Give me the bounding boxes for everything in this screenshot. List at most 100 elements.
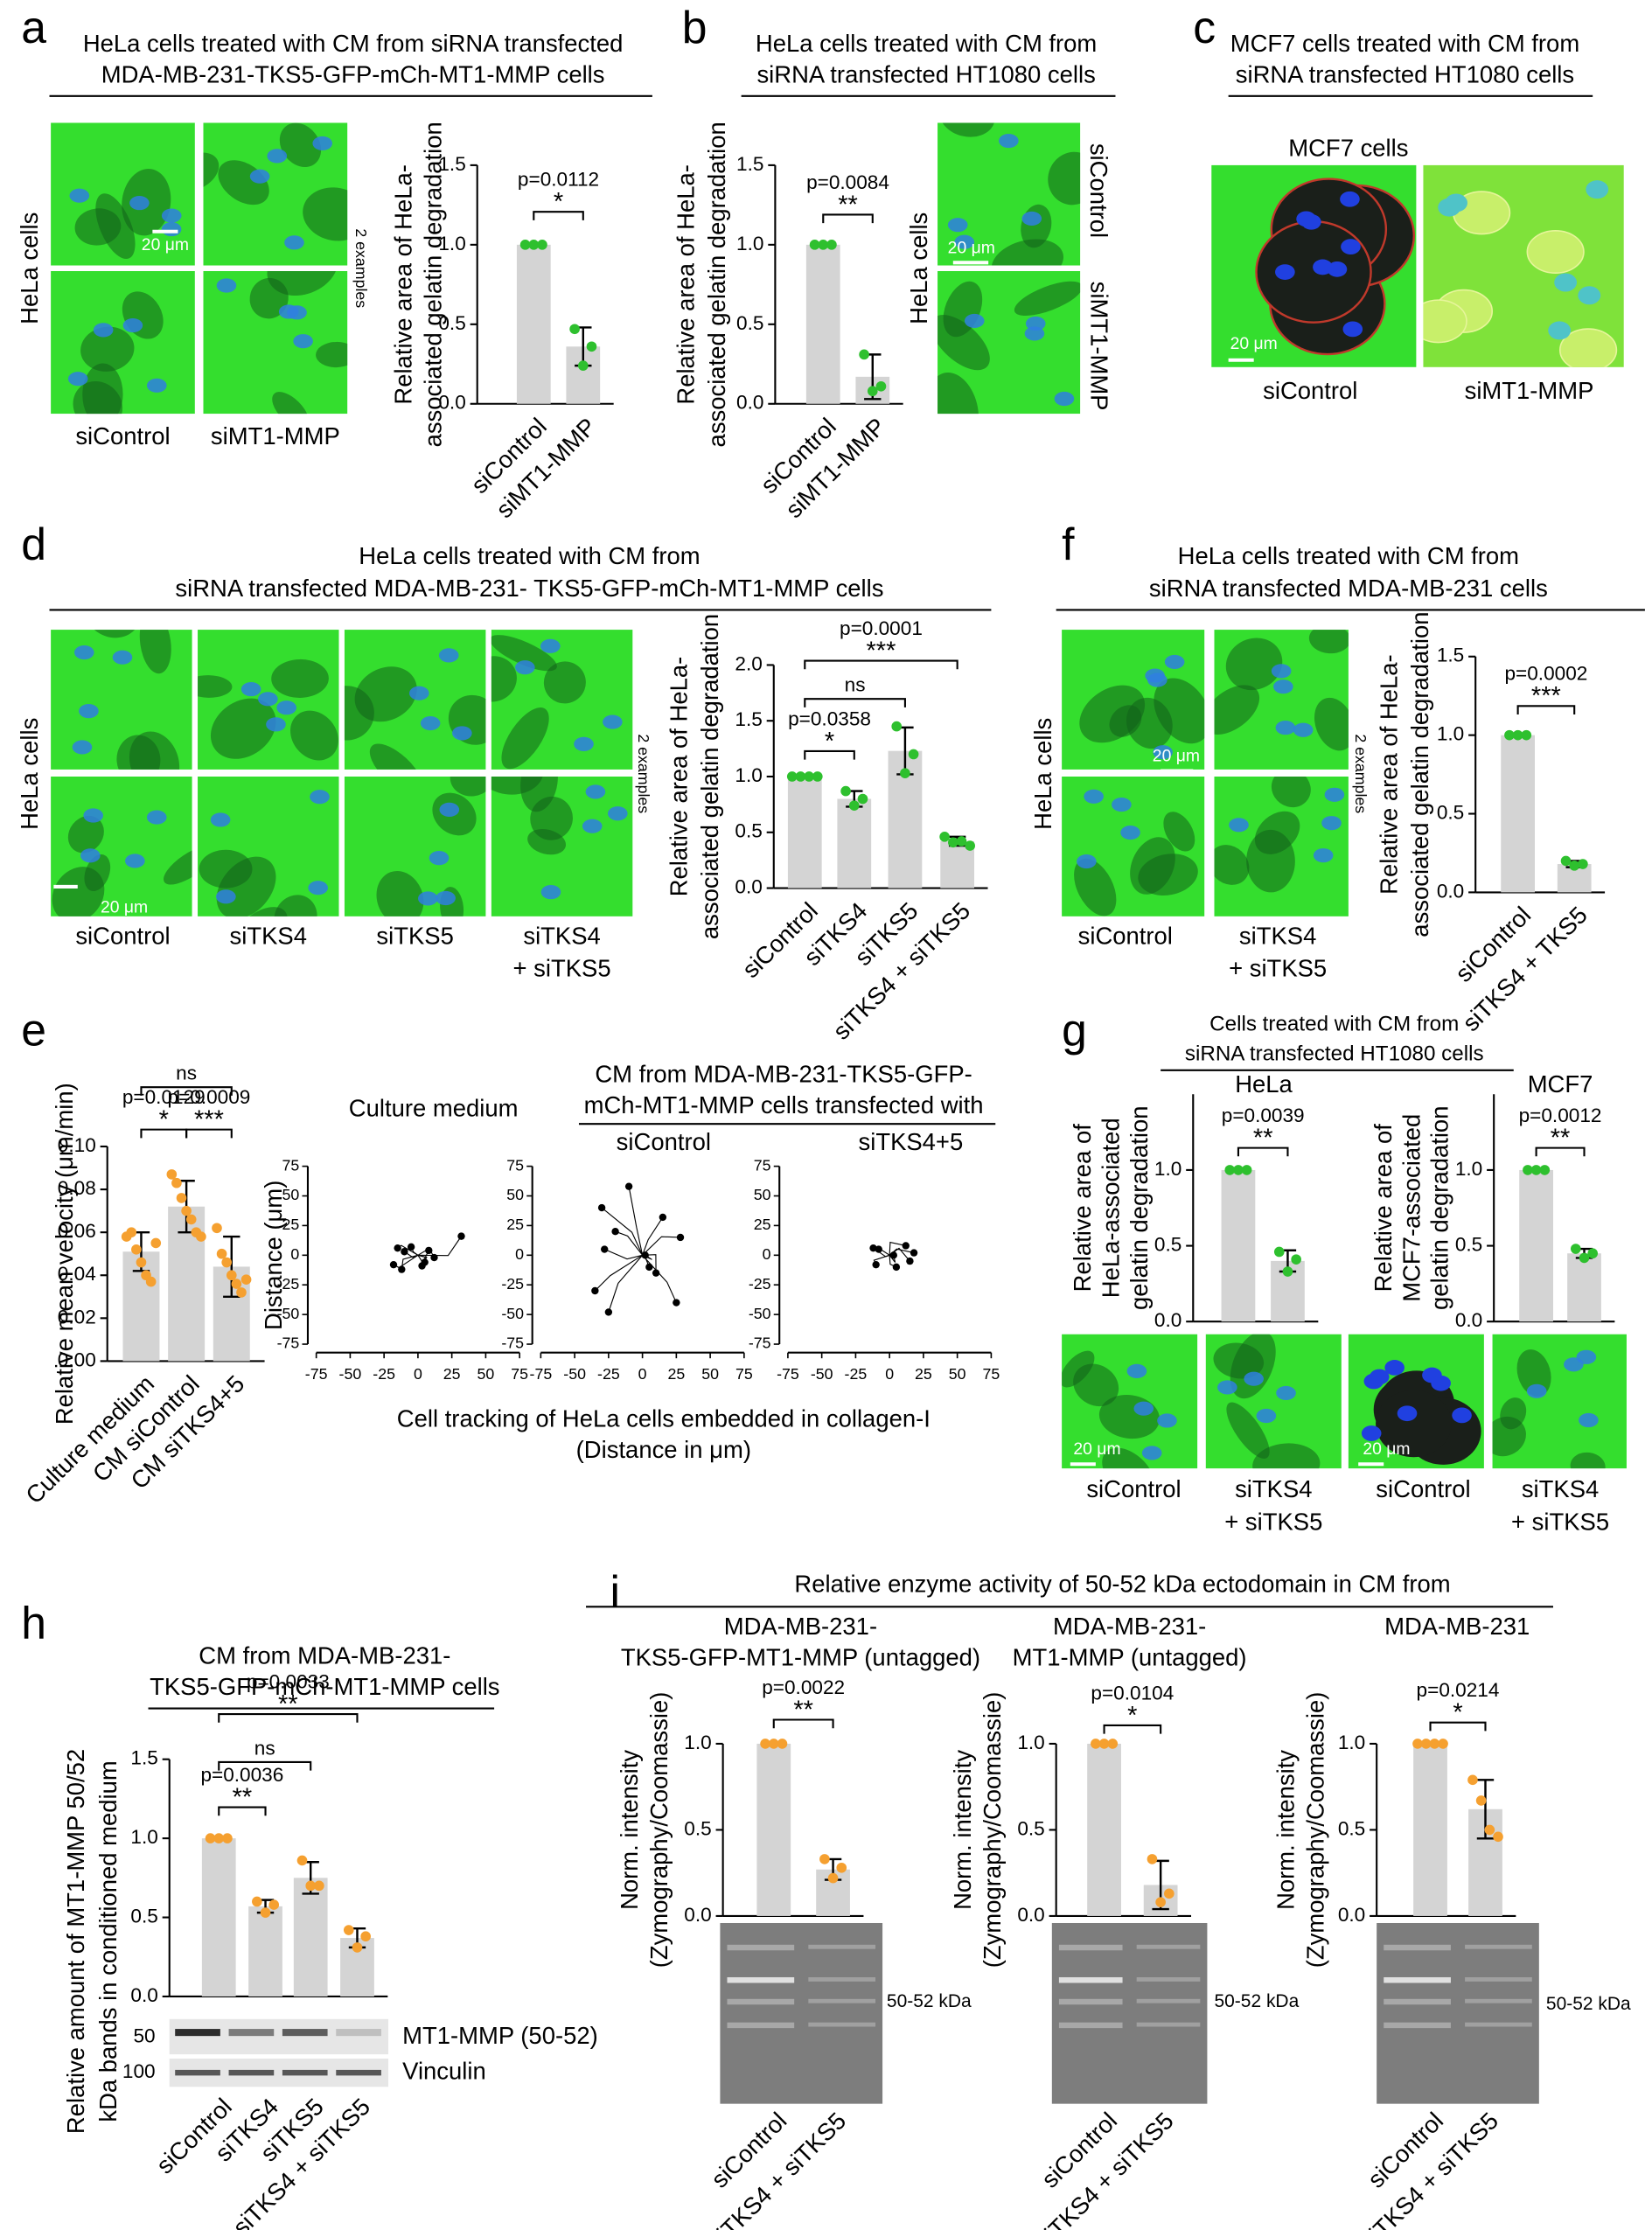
label: siControl	[1263, 377, 1357, 404]
data-point	[226, 1270, 237, 1281]
y-tick-label: 25	[506, 1216, 524, 1233]
micrograph	[1492, 1334, 1627, 1469]
data-point	[1098, 1739, 1110, 1749]
micrograph	[491, 776, 633, 916]
y-tick-label: 0	[763, 1245, 771, 1263]
track-endpoint	[394, 1244, 401, 1252]
gel	[1377, 1922, 1539, 2104]
y-tick-label: 0.0	[684, 1904, 711, 1926]
error-bar	[223, 1235, 240, 1299]
label: HeLa cells	[16, 718, 43, 830]
gel-band	[1136, 1998, 1201, 2004]
degradation	[1226, 1402, 1270, 1459]
x-tick-label: 0	[885, 1365, 894, 1383]
y-tick-label: 0.0	[1154, 1309, 1181, 1331]
y-tick-label: -75	[501, 1335, 524, 1352]
y-axis-label: Norm. intensity	[1272, 1750, 1300, 1910]
data-point	[1493, 1831, 1503, 1843]
significance-mark: **	[1551, 1125, 1571, 1153]
degradation	[164, 846, 192, 885]
degradation	[369, 743, 423, 770]
nucleus	[266, 717, 286, 732]
y-tick-label: -50	[749, 1305, 771, 1322]
significance-bracket	[185, 1128, 233, 1139]
y-tick-label: 0	[515, 1245, 524, 1263]
data-point	[795, 771, 806, 782]
y-tick-label: 1.5	[1437, 645, 1464, 666]
y-axis-label: Distance (μm)	[260, 1181, 287, 1330]
bar	[1413, 1743, 1447, 1916]
blot-band	[282, 2029, 328, 2037]
bar	[201, 1838, 236, 1997]
degradation	[530, 796, 573, 840]
y-tick-label: 1.5	[735, 708, 762, 730]
track-endpoint	[457, 1232, 465, 1240]
track	[594, 1254, 643, 1292]
micrograph	[938, 122, 1081, 266]
y-axis-label: associated gelatin degradation	[1406, 611, 1433, 937]
y-tick-label: 0.0	[1017, 1904, 1044, 1926]
degradation	[1130, 837, 1175, 895]
y-tick-label: 1.0	[684, 1732, 711, 1753]
degradation	[80, 326, 135, 372]
nucleus	[1256, 1408, 1277, 1424]
nucleus	[1586, 180, 1609, 199]
nucleus	[1120, 825, 1140, 840]
y-tick-label: -75	[277, 1335, 300, 1352]
degradation	[73, 380, 123, 415]
degradation	[203, 152, 220, 192]
panel-letter: g	[1062, 1004, 1087, 1055]
y-axis-label: Relative area of	[1370, 1124, 1397, 1293]
nucleus	[947, 218, 968, 233]
nucleus	[1164, 654, 1185, 669]
nucleus	[1147, 672, 1168, 687]
nucleus	[125, 854, 145, 868]
track	[642, 1216, 664, 1256]
label: siRNA transfected HT1080 cells	[756, 60, 1095, 87]
y-tick-label: 75	[282, 1156, 300, 1174]
nucleus	[240, 682, 261, 697]
chart-title: HeLa	[1235, 1070, 1293, 1098]
nucleus	[540, 885, 561, 900]
data-point	[947, 837, 958, 848]
data-point	[252, 1896, 262, 1907]
x-tick-label: -50	[811, 1365, 833, 1383]
y-tick-label: 1.0	[1338, 1732, 1365, 1753]
significance-mark: **	[793, 1696, 813, 1724]
degradation	[1271, 776, 1311, 808]
data-point	[1467, 1774, 1478, 1786]
micrograph	[1062, 630, 1205, 770]
nucleus	[1021, 211, 1042, 226]
degradation	[991, 239, 1064, 266]
degradation	[74, 208, 122, 246]
data-point	[240, 1274, 252, 1285]
data-point	[1091, 1739, 1101, 1749]
degradation	[376, 870, 424, 916]
degradation	[84, 854, 111, 892]
label: CM from MDA-MB-231-TKS5-GFP-	[595, 1061, 972, 1088]
data-point	[1569, 861, 1580, 871]
degradation	[210, 698, 276, 759]
label: 20 μm	[1153, 747, 1200, 766]
data-point	[804, 771, 814, 782]
track-endpoint	[869, 1244, 877, 1252]
degradation	[198, 675, 233, 698]
y-tick-label: 0.5	[438, 312, 465, 334]
significance-bracket	[804, 698, 906, 707]
nucleus	[284, 235, 304, 250]
significance-mark: *	[825, 728, 834, 756]
y-axis-label: Relative area of HeLa-	[673, 164, 700, 405]
data-point	[166, 1169, 178, 1180]
significance-mark: *	[159, 1106, 169, 1134]
data-point	[867, 386, 878, 397]
micrograph-content	[1062, 1350, 1177, 1469]
nucleus	[1526, 1383, 1547, 1398]
significance-mark: **	[1253, 1125, 1273, 1153]
degradation	[1516, 1349, 1551, 1397]
gel-band	[808, 1998, 876, 2004]
data-point	[136, 1257, 147, 1268]
gel-band	[1465, 1976, 1532, 1982]
gel-band	[1384, 2022, 1451, 2029]
p-value: p=0.0084	[806, 171, 889, 193]
data-point	[176, 1193, 187, 1203]
